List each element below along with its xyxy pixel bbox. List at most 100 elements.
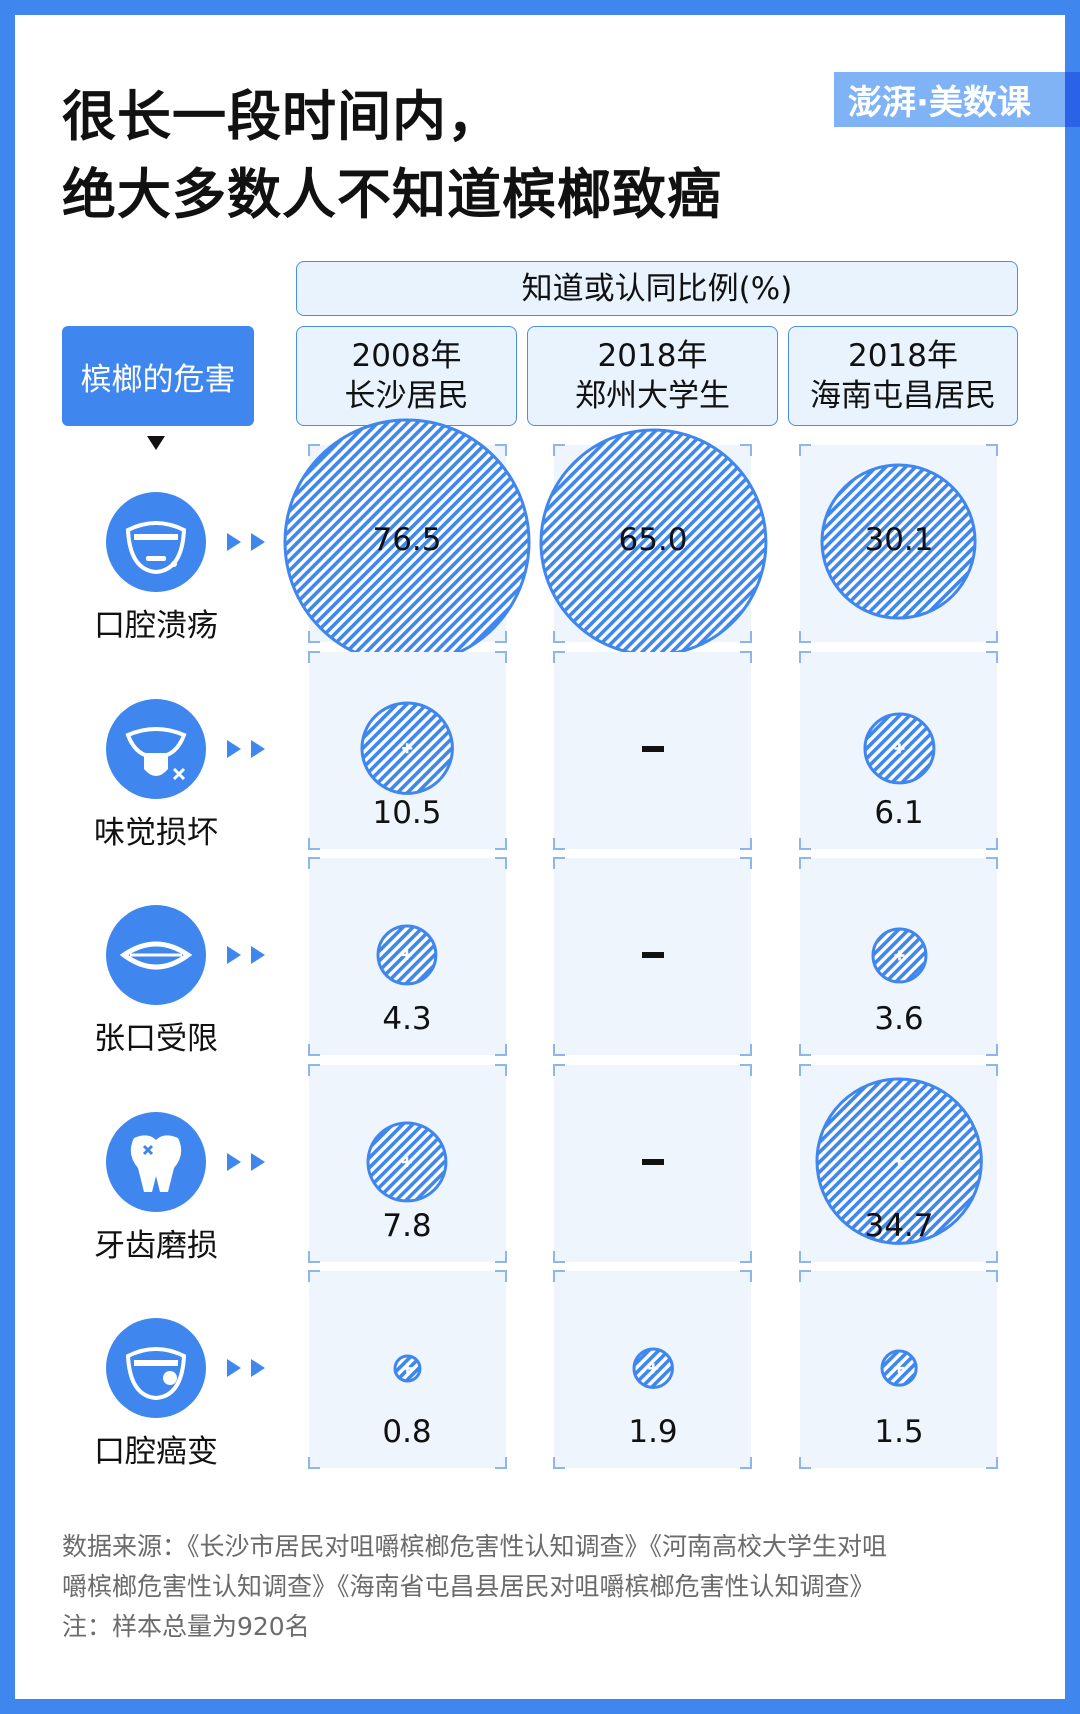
cell-corner-mark xyxy=(308,857,320,869)
value-label: 4.3 xyxy=(382,1001,432,1037)
column-group: 长沙居民 xyxy=(344,378,469,414)
tongue-taste-damage-icon xyxy=(106,698,206,799)
row-label: 味觉损坏 xyxy=(94,814,218,851)
row-label: 牙齿磨损 xyxy=(94,1227,218,1264)
cell-corner-mark xyxy=(740,857,752,869)
lips-restricted-icon xyxy=(106,905,206,1005)
value-label: 1.9 xyxy=(628,1414,678,1450)
value-label: 76.5 xyxy=(372,522,442,558)
cell-corner-mark xyxy=(986,837,998,850)
cell-corner-mark xyxy=(740,1457,752,1469)
cell-corner-mark xyxy=(495,1457,507,1469)
bubble xyxy=(393,1354,421,1382)
cell-corner-mark xyxy=(740,1063,752,1076)
cell-corner-mark xyxy=(308,1044,320,1056)
cell-corner-mark xyxy=(495,631,507,643)
cell-corner-mark xyxy=(740,1270,752,1282)
cell-corner-mark xyxy=(799,1044,811,1056)
double-arrow-icon xyxy=(227,946,271,964)
cell-corner-mark xyxy=(986,857,998,869)
no-data-dash xyxy=(642,952,664,958)
cell-corner-mark xyxy=(553,1270,565,1282)
cell-corner-mark xyxy=(308,444,320,456)
cell-corner-mark xyxy=(495,650,507,663)
cell-corner-mark xyxy=(495,1270,507,1282)
cell-corner-mark xyxy=(740,650,752,663)
cell-corner-mark xyxy=(986,1044,998,1056)
value-label: 34.7 xyxy=(864,1207,934,1244)
source-line-1: 数据来源：《长沙市居民对咀嚼槟榔危害性认知调查》《河南高校大学生对咀 xyxy=(62,1532,888,1561)
cell-corner-mark xyxy=(799,1250,811,1263)
cell-corner-mark xyxy=(799,631,811,643)
logo-stripe xyxy=(1065,72,1080,127)
cell-corner-mark xyxy=(308,837,320,850)
cell-corner-mark xyxy=(553,1044,565,1056)
no-data-dash xyxy=(642,1158,664,1165)
cell-corner-mark xyxy=(495,857,507,869)
cell-corner-mark xyxy=(986,1457,998,1469)
value-header: 知道或认同比例(%) xyxy=(296,261,1018,316)
mouth-cancer-icon xyxy=(106,1318,206,1418)
down-triangle-icon xyxy=(147,436,165,450)
column-group: 海南屯昌居民 xyxy=(810,378,996,414)
cell-corner-mark xyxy=(986,444,998,456)
cell-corner-mark xyxy=(553,631,565,643)
cell-corner-mark xyxy=(740,444,752,456)
column-header-2: 2018年 海南屯昌居民 xyxy=(788,326,1018,426)
cell-corner-mark xyxy=(799,1457,811,1469)
source-note: 注：样本总量为920名 xyxy=(62,1612,310,1641)
cell-corner-mark xyxy=(308,1063,320,1076)
value-label: 1.5 xyxy=(874,1414,924,1450)
row-label: 口腔溃疡 xyxy=(94,608,218,644)
cell-corner-mark xyxy=(740,1044,752,1056)
cell-corner-mark xyxy=(553,837,565,850)
cell-corner-mark xyxy=(553,444,565,456)
title-line-2: 绝大多数人不知道槟榔致癌 xyxy=(62,163,722,226)
bubble xyxy=(632,1347,674,1389)
cell-corner-mark xyxy=(986,631,998,643)
cell-corner-mark xyxy=(308,1270,320,1282)
value-label: 7.8 xyxy=(382,1207,432,1244)
cell-corner-mark xyxy=(799,1270,811,1282)
cell-corner-mark xyxy=(986,1270,998,1282)
no-data-dash xyxy=(642,745,664,752)
bubble xyxy=(880,1349,918,1387)
cell-corner-mark xyxy=(986,1250,998,1263)
cell-corner-mark xyxy=(799,444,811,456)
row-label: 张口受限 xyxy=(94,1021,218,1057)
value-label: 3.6 xyxy=(874,1001,924,1037)
the-paper-logo: 澎湃·美数课 xyxy=(834,72,1080,127)
cell-corner-mark xyxy=(308,1457,320,1469)
column-header-1: 2018年 郑州大学生 xyxy=(527,326,778,426)
bubble xyxy=(863,712,935,785)
source-line-2: 嚼槟榔危害性认知调查》《海南省屯昌县居民对咀嚼槟榔危害性认知调查》 xyxy=(62,1572,875,1601)
cell-corner-mark xyxy=(308,1250,320,1263)
cell-corner-mark xyxy=(308,631,320,643)
column-year: 2018年 xyxy=(597,338,708,374)
value-label: 0.8 xyxy=(382,1414,432,1450)
cell-corner-mark xyxy=(799,650,811,663)
cell-corner-mark xyxy=(799,1063,811,1076)
double-arrow-icon xyxy=(227,1152,271,1171)
cell-corner-mark xyxy=(553,1457,565,1469)
cell-corner-mark xyxy=(986,1063,998,1076)
double-arrow-icon xyxy=(227,1359,271,1377)
bubble xyxy=(366,1121,448,1202)
cell-corner-mark xyxy=(495,1044,507,1056)
column-year: 2018年 xyxy=(848,338,958,374)
bubble xyxy=(815,1077,983,1246)
cell-corner-mark xyxy=(495,1250,507,1263)
cell-corner-mark xyxy=(740,837,752,850)
double-arrow-icon xyxy=(227,739,271,758)
cell-corner-mark xyxy=(986,650,998,663)
bubble xyxy=(871,927,927,983)
column-header-0: 2008年 长沙居民 xyxy=(296,326,517,426)
tooth-damage-icon xyxy=(106,1111,206,1212)
double-arrow-icon xyxy=(227,533,271,551)
title-line-1: 很长一段时间内， xyxy=(62,85,502,148)
row-header: 槟榔的危害 xyxy=(62,326,254,426)
cell-corner-mark xyxy=(740,631,752,643)
column-year: 2008年 xyxy=(351,338,462,374)
bubble xyxy=(360,701,454,796)
bubble xyxy=(820,463,978,621)
